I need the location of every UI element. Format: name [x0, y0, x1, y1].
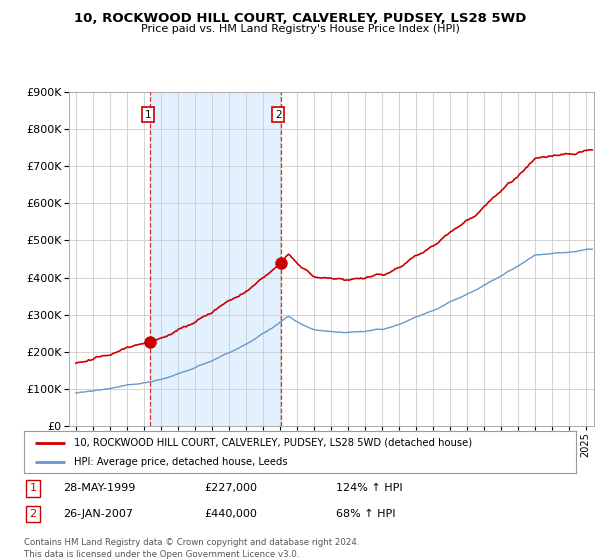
Text: 28-MAY-1999: 28-MAY-1999 [63, 483, 136, 493]
Bar [150, 92, 281, 426]
Text: 10, ROCKWOOD HILL COURT, CALVERLEY, PUDSEY, LS28 5WD: 10, ROCKWOOD HILL COURT, CALVERLEY, PUDS… [74, 12, 526, 25]
Text: £227,000: £227,000 [204, 483, 257, 493]
Text: 1: 1 [145, 110, 151, 120]
Text: 10, ROCKWOOD HILL COURT, CALVERLEY, PUDSEY, LS28 5WD (detached house): 10, ROCKWOOD HILL COURT, CALVERLEY, PUDS… [74, 437, 472, 447]
Text: £440,000: £440,000 [204, 509, 257, 519]
Text: HPI: Average price, detached house, Leeds: HPI: Average price, detached house, Leed… [74, 457, 287, 467]
Text: 26-JAN-2007: 26-JAN-2007 [63, 509, 133, 519]
Text: 1: 1 [29, 483, 37, 493]
Text: 124% ↑ HPI: 124% ↑ HPI [336, 483, 403, 493]
Text: 2: 2 [29, 509, 37, 519]
Text: Price paid vs. HM Land Registry's House Price Index (HPI): Price paid vs. HM Land Registry's House … [140, 24, 460, 34]
Text: 2: 2 [275, 110, 281, 120]
Text: Contains HM Land Registry data © Crown copyright and database right 2024.
This d: Contains HM Land Registry data © Crown c… [24, 538, 359, 559]
Text: 68% ↑ HPI: 68% ↑ HPI [336, 509, 395, 519]
